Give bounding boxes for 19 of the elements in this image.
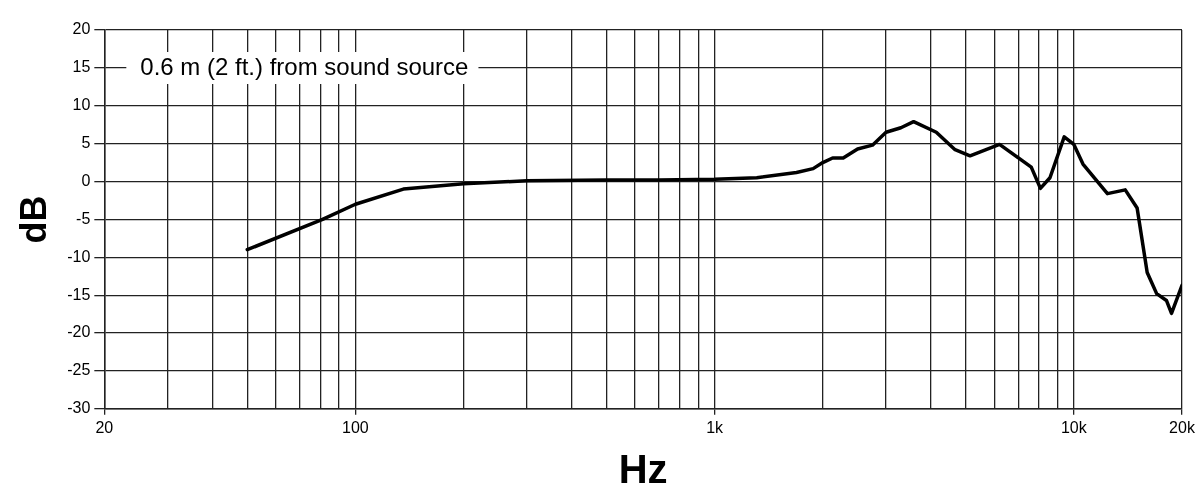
x-axis-title: Hz: [618, 447, 668, 492]
x-tick-label: 20: [95, 418, 114, 436]
y-tick-label: 5: [81, 134, 91, 152]
annotation: 0.6 m (2 ft.) from sound source: [140, 52, 469, 80]
y-tick-label: -30: [67, 399, 91, 417]
y-tick-label: 20: [72, 20, 91, 38]
x-tick-label: 1k: [706, 418, 725, 436]
x-tick-label: 100: [342, 418, 369, 436]
y-tick-label: -10: [67, 247, 91, 265]
x-tick-label: 10k: [1060, 418, 1088, 436]
y-tick-label: -20: [67, 323, 91, 341]
y-tick-label: 15: [72, 58, 91, 76]
x-tick-label: 20k: [1169, 418, 1196, 436]
y-axis-title: dB: [12, 195, 54, 244]
y-tick-label: -25: [67, 361, 91, 379]
y-tick-label: -5: [76, 209, 91, 227]
y-tick-label: 0: [81, 171, 91, 189]
y-tick-label: -15: [67, 285, 91, 303]
y-tick-label: 10: [72, 96, 91, 114]
